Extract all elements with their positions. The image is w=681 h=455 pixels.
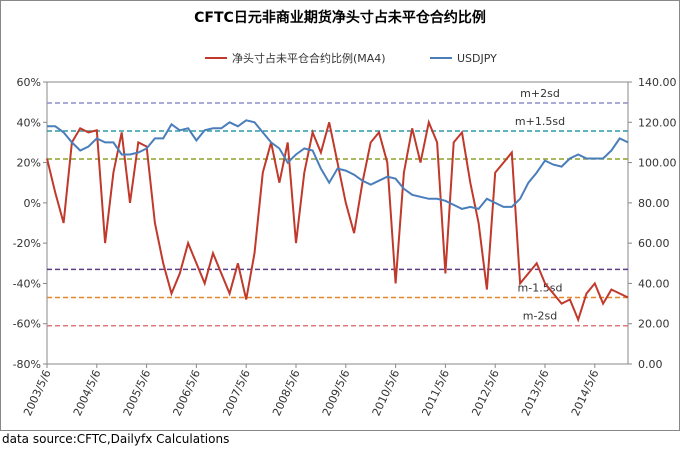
plot-area xyxy=(46,81,629,365)
reference-label: m+2sd xyxy=(520,87,560,100)
y-tick-label: -20% xyxy=(13,237,41,250)
y-tick-label: 0% xyxy=(24,197,41,210)
reference-label: m-2sd xyxy=(523,310,557,323)
chart-title: CFTC日元非商业期货净头寸占未平仓合约比例 xyxy=(194,9,486,26)
reference-label: m+1.5sd xyxy=(515,115,565,128)
y2-tick-label: 140.00 xyxy=(638,76,677,89)
legend-label: USDJPY xyxy=(457,52,497,65)
y2-tick-label: 40.00 xyxy=(638,277,670,290)
legend-label: 净头寸占未平仓合约比例(MA4) xyxy=(232,51,386,65)
reference-label: m-1.5sd xyxy=(518,282,563,295)
y-tick-label: -80% xyxy=(13,358,41,371)
y-tick-label: -40% xyxy=(13,277,41,290)
series-line xyxy=(47,119,629,211)
y-tick-label: -60% xyxy=(13,318,41,331)
y2-tick-label: 100.00 xyxy=(638,157,677,170)
y2-tick-label: 0.00 xyxy=(638,358,663,371)
footer: data source:CFTC,Dailyfx Calculations xyxy=(2,432,229,446)
y2-tick-label: 20.00 xyxy=(638,318,670,331)
y-tick-label: 60% xyxy=(17,76,41,89)
series-line xyxy=(46,118,629,323)
y2-tick-label: 60.00 xyxy=(638,237,670,250)
y2-tick-label: 120.00 xyxy=(638,116,677,129)
y-tick-label: 40% xyxy=(17,116,41,129)
y2-tick-label: 80.00 xyxy=(638,197,670,210)
y-tick-label: 20% xyxy=(17,157,41,170)
